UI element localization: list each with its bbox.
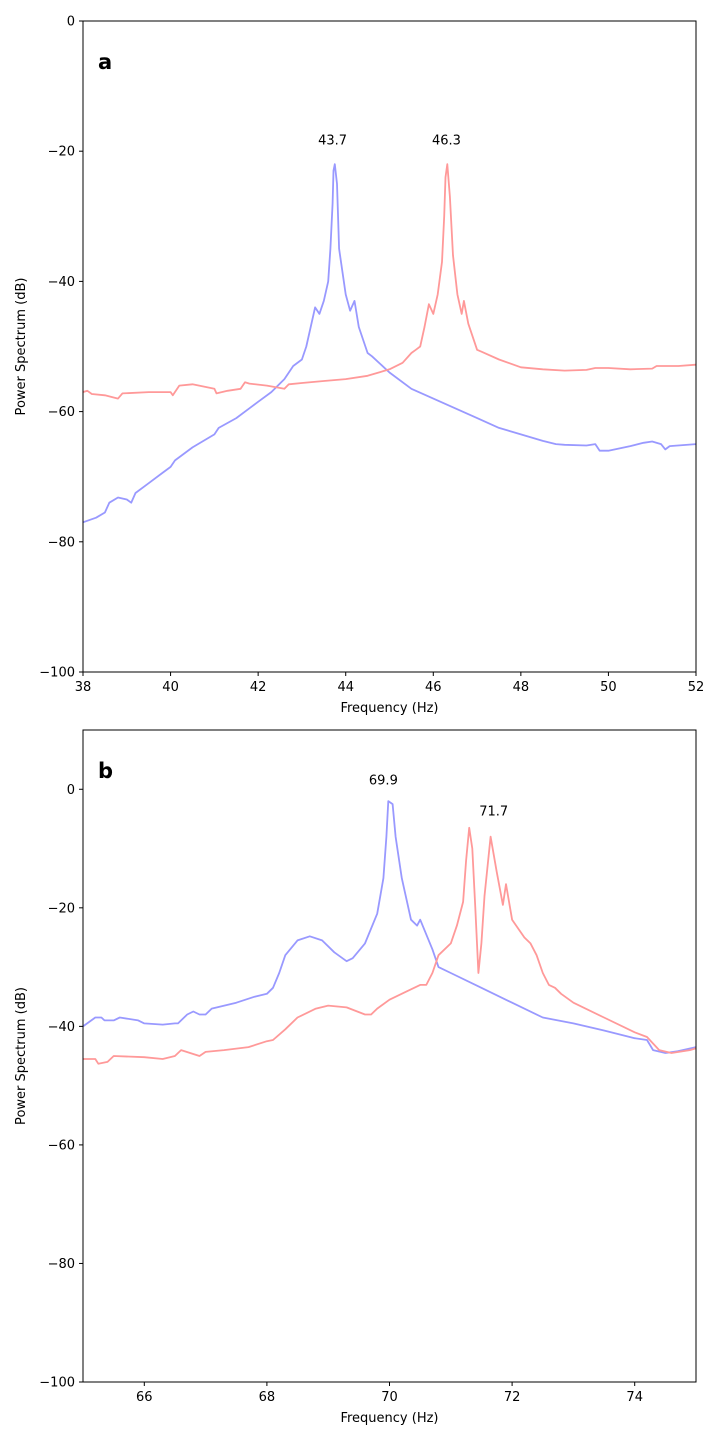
panel-b-x-axis-label: Frequency (Hz) bbox=[340, 1411, 438, 1426]
panel-a-x-tick-label: 48 bbox=[513, 680, 530, 695]
panel-b: 66 68 70 72 74 0 −20 −40 −60 −80 −100 b Frequency … bbox=[14, 729, 697, 1426]
panel-a-plot-frame bbox=[82, 20, 697, 673]
panel-a-y-tick-label: −100 bbox=[39, 666, 75, 681]
panel-b-y-tick-label: −40 bbox=[48, 1020, 75, 1035]
panel-a-series-red-line bbox=[83, 163, 696, 400]
panel-b-x-tick-label: 74 bbox=[626, 1390, 643, 1405]
panel-b-y-tick-label: −60 bbox=[48, 1138, 75, 1153]
panel-b-peak-label: 71.7 bbox=[479, 804, 508, 819]
panel-b-series-blue-line bbox=[83, 800, 696, 1054]
panel-a-y-tick-label: −60 bbox=[48, 405, 75, 420]
panel-b-x-tick-label: 70 bbox=[381, 1390, 398, 1405]
panel-a-y-axis-label: Power Spectrum (dB) bbox=[14, 278, 29, 416]
panel-b-peak-label: 69.9 bbox=[369, 774, 398, 789]
panel-a-y-tick-label: 0 bbox=[67, 15, 75, 30]
panel-b-y-tick-label: −100 bbox=[39, 1376, 75, 1391]
panel-b-y-tick-label: −80 bbox=[48, 1257, 75, 1272]
panel-a-x-tick-label: 38 bbox=[75, 680, 92, 695]
panel-a-y-tick-label: −20 bbox=[48, 145, 75, 160]
panel-b-x-tick-label: 66 bbox=[136, 1390, 153, 1405]
panel-a-x-tick-label: 52 bbox=[688, 680, 705, 695]
panel-a-peak-label: 43.7 bbox=[318, 134, 347, 149]
panel-a-x-tick-label: 40 bbox=[162, 680, 179, 695]
panel-a-x-tick-label: 50 bbox=[600, 680, 617, 695]
panel-a-y-tick-label: −40 bbox=[48, 275, 75, 290]
panel-b-y-axis-label: Power Spectrum (dB) bbox=[14, 987, 29, 1125]
panel-a-y-tick-label: −80 bbox=[48, 535, 75, 550]
panel-b-y-tick-label: 0 bbox=[67, 783, 75, 798]
panel-b-series-red-line bbox=[83, 826, 696, 1065]
panel-a-x-tick-label: 42 bbox=[250, 680, 267, 695]
panel-b-label: b bbox=[98, 759, 113, 783]
panel-a: 38 40 42 44 46 48 50 52 0 −20 −40 −60 −80 −100 a Freq… bbox=[14, 15, 704, 717]
panel-b-x-tick-label: 72 bbox=[504, 1390, 521, 1405]
panel-b-y-tick-label: −20 bbox=[48, 901, 75, 916]
panel-a-series-blue-line bbox=[83, 163, 696, 524]
panel-a-x-tick-label: 46 bbox=[425, 680, 442, 695]
panel-a-label: a bbox=[98, 50, 112, 74]
panel-a-x-axis-label: Frequency (Hz) bbox=[340, 701, 438, 716]
panel-a-x-tick-label: 44 bbox=[337, 680, 354, 695]
panel-a-peak-label: 46.3 bbox=[432, 134, 461, 149]
panel-b-x-tick-label: 68 bbox=[259, 1390, 276, 1405]
